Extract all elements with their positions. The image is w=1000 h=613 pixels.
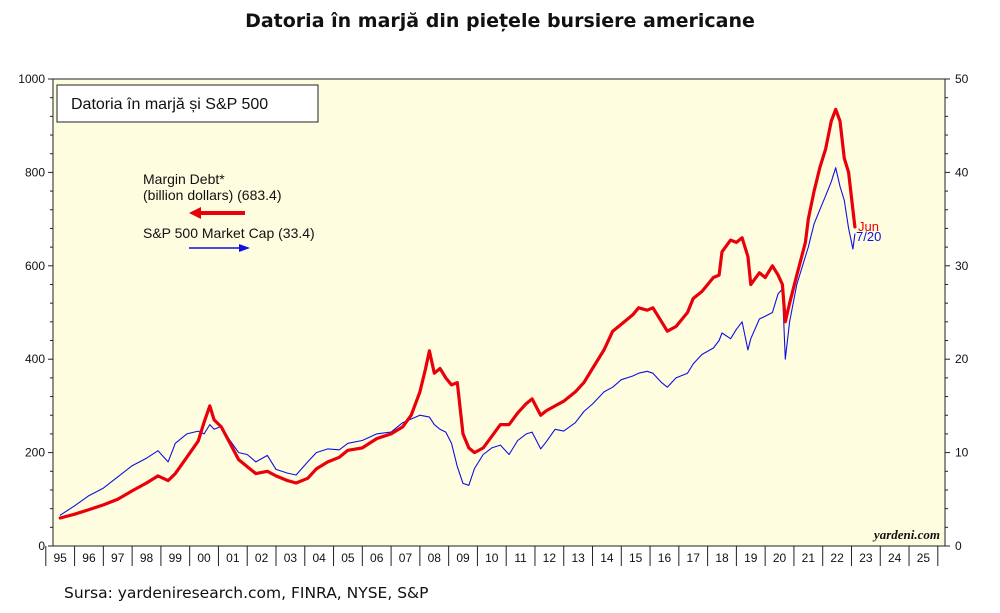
x-tick-label: 19 (744, 551, 758, 565)
x-tick-label: 24 (888, 551, 902, 565)
legend-sp500-label: S&P 500 Market Cap (33.4) (143, 225, 315, 241)
x-tick-label: 23 (859, 551, 873, 565)
legend-sp500-arrow (189, 244, 250, 252)
x-tick-label: 17 (687, 551, 701, 565)
x-tick-label: 07 (399, 551, 413, 565)
plot-area (52, 78, 946, 547)
y-left-tick-label: 600 (25, 259, 45, 273)
chart-title-box (56, 84, 319, 123)
chart-title: Datoria în marjă și S&P 500 (71, 96, 268, 113)
x-tick-label: 04 (312, 551, 326, 565)
x-tick-label: 09 (456, 551, 470, 565)
x-tick-label: 21 (802, 551, 816, 565)
x-tick-label: 03 (284, 551, 298, 565)
x-tick-label: 00 (197, 551, 211, 565)
source-note: Sursa: yardeniresearch.com, FINRA, NYSE,… (64, 584, 429, 602)
y-right-tick-label: 0 (955, 539, 962, 553)
x-tick-label: 97 (111, 551, 125, 565)
chart: Datoria în marjă și S&P 500 020040060080… (18, 72, 969, 566)
legend-margin-debt-arrow (189, 207, 245, 219)
x-tick-label: 15 (629, 551, 643, 565)
x-tick-label: 22 (830, 551, 844, 565)
x-tick-label: 25 (917, 551, 931, 565)
y-right-tick-label: 20 (955, 352, 969, 366)
x-tick-label: 02 (255, 551, 269, 565)
x-tick-label: 98 (140, 551, 154, 565)
x-tick-label: 16 (658, 551, 672, 565)
y-right-tick-label: 50 (955, 72, 969, 86)
x-tick-label: 12 (543, 551, 557, 565)
x-tick-label: 20 (773, 551, 787, 565)
x-tick-label: 08 (428, 551, 442, 565)
x-tick-label: 13 (571, 551, 585, 565)
y-left-tick-label: 400 (25, 352, 45, 366)
margin-debt-line (58, 107, 857, 520)
series-layer (58, 107, 857, 520)
y-left-tick-label: 800 (25, 165, 45, 179)
x-tick-label: 18 (715, 551, 729, 565)
x-tick-label: 11 (514, 551, 527, 565)
sp500-end-label: 7/20 (856, 229, 881, 244)
x-tick-label: 05 (341, 551, 355, 565)
sp500-market-cap-line (59, 167, 856, 516)
y-left-tick-label: 200 (25, 446, 45, 460)
margin-debt-end-label: Jun (858, 219, 879, 234)
y-right-tick-label: 30 (955, 259, 969, 273)
y-left-tick-label: 0 (38, 539, 45, 553)
legend-margin-debt-line2: (billion dollars) (683.4) (143, 187, 282, 203)
x-tick-label: 10 (485, 551, 499, 565)
x-tick-label: 01 (226, 551, 240, 565)
x-tick-label: 96 (82, 551, 96, 565)
x-tick-label: 99 (169, 551, 183, 565)
y-right-tick-label: 10 (955, 446, 969, 460)
y-right-tick-label: 40 (955, 165, 969, 179)
x-tick-label: 14 (600, 551, 614, 565)
x-tick-label: 95 (54, 551, 68, 565)
x-tick-label: 06 (370, 551, 384, 565)
page-title: Datoria în marjă din piețele bursiere am… (245, 10, 755, 32)
y-left-tick-label: 1000 (18, 72, 45, 86)
watermark: yardeni.com (872, 527, 940, 542)
legend-margin-debt-line1: Margin Debt* (143, 171, 225, 187)
